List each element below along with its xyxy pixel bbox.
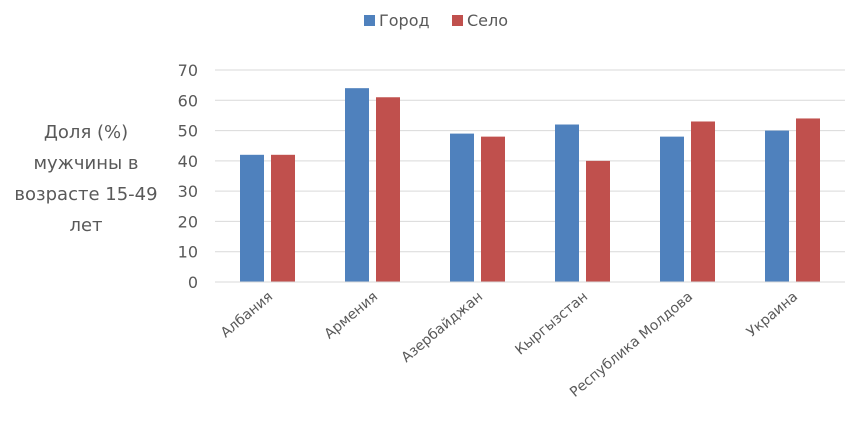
legend: Город Село [364, 11, 508, 30]
x-axis-ticks: Албания Армения Азербайджан КыргызстанРеспу… [218, 289, 801, 401]
legend-label: Город [379, 11, 430, 30]
y-tick-label: 30 [178, 182, 198, 201]
bar-selo-2 [481, 136, 505, 282]
bar-gorod-0 [240, 154, 264, 282]
bar-selo-3 [586, 160, 610, 282]
y-axis-label-line: мужчины в [33, 153, 138, 174]
y-tick-label: 60 [178, 91, 198, 110]
legend-swatch [364, 15, 375, 26]
y-axis-label-line: лет [69, 215, 102, 236]
y-tick-label: 20 [178, 212, 198, 231]
bar-gorod-2 [450, 133, 474, 282]
gridlines [215, 69, 845, 253]
y-axis-label: Доля (%) мужчины в возрасте 15-49 лет [14, 122, 157, 236]
bar-selo-0 [271, 154, 295, 282]
bar-gorod-4 [660, 136, 684, 282]
y-axis-label-line: возрасте 15-49 [14, 184, 157, 205]
bar-gorod-1 [345, 88, 369, 283]
x-category-label: Украина [744, 289, 801, 341]
legend-label: Село [467, 11, 508, 30]
y-tick-label: 0 [188, 273, 198, 292]
y-axis-ticks: 0 10 20 30 40 50 60 70 [178, 61, 198, 292]
y-tick-label: 40 [178, 152, 198, 171]
bar-selo-4 [691, 121, 715, 282]
x-category-label: Азербайджан [399, 289, 487, 366]
x-category-label: Армения [322, 289, 382, 343]
x-category-label: Кыргызстан [512, 289, 591, 359]
y-tick-label: 50 [178, 122, 198, 141]
y-tick-label: 70 [178, 61, 198, 80]
x-category-label: Республика Молдова [567, 289, 696, 401]
bar-selo-5 [796, 118, 820, 282]
y-axis-label-line: Доля (%) [44, 122, 128, 143]
bar-selo-1 [376, 97, 400, 282]
bar-gorod-5 [765, 130, 789, 282]
bars [240, 88, 820, 283]
bar-gorod-3 [555, 124, 579, 282]
legend-swatch [452, 15, 463, 26]
x-category-label: Албания [218, 289, 276, 341]
y-tick-label: 10 [178, 243, 198, 262]
